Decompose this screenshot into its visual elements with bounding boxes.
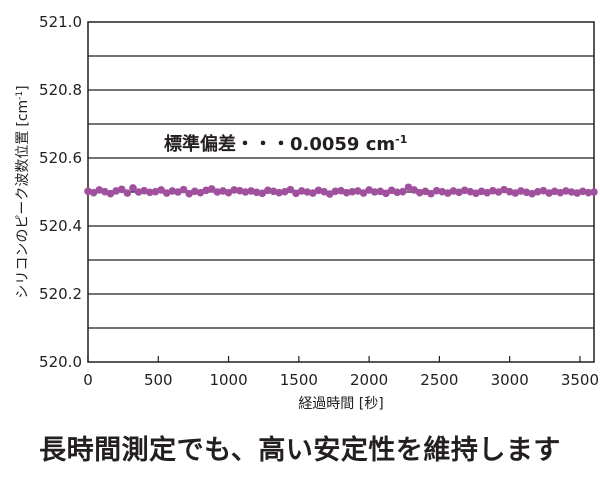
data-point: [432, 186, 441, 195]
x-tick-label: 2000: [350, 371, 388, 389]
x-tick-label: 3000: [491, 371, 529, 389]
data-point: [106, 189, 115, 198]
data-point: [331, 187, 340, 196]
data-point: [342, 188, 351, 197]
data-point: [325, 190, 334, 198]
data-point: [168, 187, 177, 195]
data-point: [157, 186, 165, 194]
data-point: [410, 186, 418, 194]
x-tick-label: 3500: [561, 371, 599, 389]
data-point: [348, 187, 357, 196]
y-tick-label: 520.8: [39, 81, 82, 99]
y-tick-label: 520.0: [39, 353, 82, 371]
y-tick-label: 520.6: [39, 149, 82, 167]
data-point: [297, 187, 306, 195]
y-tick-label: 520.2: [39, 285, 82, 303]
x-tick-label: 1500: [280, 371, 318, 389]
x-axis-ticks: 0 500 1000 1500 2000 2500 3000 3500: [83, 356, 599, 389]
data-points: [84, 183, 598, 198]
data-point: [590, 188, 598, 196]
data-point: [309, 189, 317, 197]
data-point: [303, 188, 312, 196]
data-point: [258, 189, 267, 198]
data-point: [359, 189, 368, 197]
chart: 520.0 520.2 520.4 520.6 520.8 521.0 0 500 1000 1…: [15, 13, 599, 412]
data-point: [224, 188, 233, 197]
data-point: [584, 188, 593, 197]
std-dev-annotation: 標準偏差・・・0.0059 cm-1: [164, 133, 407, 155]
data-point: [117, 185, 126, 194]
y-tick-label: 521.0: [39, 13, 82, 31]
data-point: [427, 189, 435, 198]
x-tick-label: 1000: [209, 371, 247, 389]
data-point: [286, 185, 295, 194]
data-point: [129, 184, 137, 192]
x-tick-label: 500: [144, 371, 173, 389]
stability-caption: 長時間測定でも、高い安定性を維持します: [39, 435, 561, 466]
data-point: [382, 189, 390, 198]
data-point: [207, 185, 216, 193]
data-point: [275, 188, 283, 197]
y-axis-title: シリコンのピーク波数位置[cm-1]: [15, 85, 31, 298]
data-point: [399, 187, 407, 196]
data-point: [393, 188, 402, 197]
y-tick-label: 520.4: [39, 217, 82, 235]
data-point: [146, 188, 154, 197]
data-point: [562, 187, 570, 195]
data-point: [264, 186, 272, 195]
data-point: [533, 187, 542, 196]
y-axis-ticks: 520.0 520.2 520.4 520.6 520.8 521.0: [39, 13, 82, 371]
data-point: [567, 188, 576, 196]
data-point: [89, 188, 98, 197]
data-point: [123, 189, 132, 197]
x-axis-title: 経過時間 [秒]: [298, 396, 383, 412]
data-point: [213, 188, 222, 196]
data-point: [179, 185, 188, 194]
data-point: [252, 188, 261, 197]
x-tick-label: 0: [83, 371, 93, 389]
data-point: [404, 183, 413, 192]
data-point: [370, 188, 379, 196]
x-tick-label: 2500: [420, 371, 458, 389]
data-point: [241, 188, 250, 196]
data-point: [230, 186, 238, 194]
